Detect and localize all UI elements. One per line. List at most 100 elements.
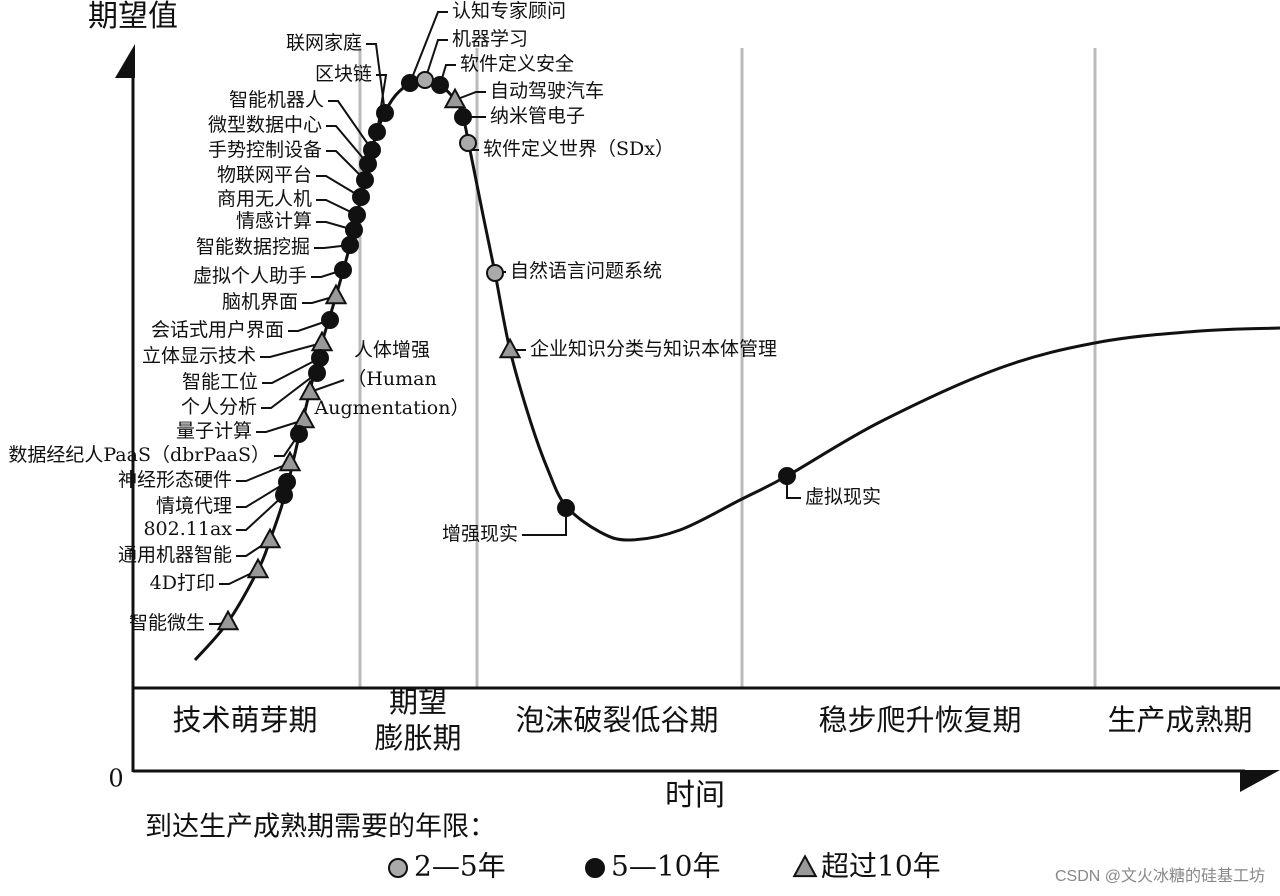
leader-line [326, 150, 366, 181]
marker-black [321, 311, 339, 329]
marker-triangle [216, 609, 240, 631]
tech-label: 物联网平台 [217, 164, 312, 186]
tech-label: 802.11ax [143, 518, 232, 540]
tech-label: 智能机器人 [229, 89, 324, 111]
leader-line [219, 569, 259, 585]
tech-label: 情境代理 [156, 495, 232, 517]
leader-line [256, 419, 305, 433]
tech-label: 量子计算 [176, 420, 252, 442]
tech-label: 立体显示技术 [142, 345, 256, 367]
origin-label: 0 [108, 765, 123, 793]
leader-line [316, 175, 362, 198]
leader-line [376, 74, 388, 133]
tech-label: 虚拟现实 [805, 486, 881, 508]
watermark: CSDN @文火冰糖的硅基工坊 [1055, 867, 1265, 885]
tech-label: 增强现实 [442, 523, 518, 545]
phase-label: 期望 [389, 685, 447, 719]
tech-label: 智能数据挖掘 [196, 236, 310, 258]
tech-label: 脑机界面 [222, 291, 298, 313]
tech-label: 纳米管电子 [490, 105, 585, 127]
leader-line [454, 91, 486, 101]
tech-label: Augmentation） [314, 397, 470, 419]
marker-black [356, 171, 374, 189]
tech-label: 情感计算 [236, 210, 312, 232]
tech-label: 神经形态硬件 [118, 469, 232, 491]
leader-line [366, 43, 386, 114]
phase-label: 技术萌芽期 [172, 703, 317, 737]
tech-label: 联网家庭 [286, 32, 362, 54]
tech-label: 企业知识分类与知识本体管理 [530, 338, 777, 360]
marker-black [585, 858, 605, 878]
x-arrow [1240, 770, 1280, 792]
leader-line [236, 494, 285, 531]
marker-black [557, 499, 575, 517]
y-axis-label: 期望值 [88, 0, 178, 34]
tech-label: 软件定义世界（SDx） [483, 138, 674, 160]
leader-line [409, 11, 448, 84]
marker-triangle [278, 450, 302, 472]
marker-triangle [246, 557, 270, 579]
tech-label: 自然语言问题系统 [510, 260, 662, 282]
tech-label: 认知专家顾问 [452, 0, 566, 22]
marker-black [368, 123, 386, 141]
tech-label: 会话式用户界面 [151, 319, 284, 341]
phase-label: 稳步爬升恢复期 [818, 703, 1021, 737]
tech-label: 区块链 [315, 63, 372, 85]
tech-label: 数据经纪人PaaS（dbrPaaS） [8, 444, 270, 466]
marker-black [341, 236, 359, 254]
tech-label: 通用机器智能 [118, 544, 232, 566]
marker-black [352, 188, 370, 206]
marker-black [454, 108, 472, 126]
legend-title: 到达生产成熟期需要的年限： [145, 812, 496, 843]
tech-label: 人体增强 [354, 339, 430, 361]
phase-label: 生产成熟期 [1107, 703, 1252, 737]
tech-label: 虚拟个人助手 [193, 265, 307, 287]
marker-black [275, 486, 293, 504]
marker-black [401, 74, 419, 92]
tech-label: 智能工位 [182, 371, 258, 393]
marker-triangle [310, 330, 334, 352]
marker-triangle [298, 379, 322, 401]
leader-line [260, 342, 323, 358]
tech-label: （Human [347, 368, 436, 390]
marker-triangle [498, 337, 522, 359]
leader-line [288, 319, 331, 332]
leader-line [424, 39, 448, 81]
marker-triangle [292, 407, 316, 429]
legend-label: 2—5年 [414, 850, 506, 883]
leader-line [261, 372, 318, 409]
marker-black [290, 425, 308, 443]
marker-triangle [792, 854, 818, 878]
phase-label: 泡沫破裂低谷期 [515, 703, 718, 737]
legend-label: 5—10年 [611, 850, 720, 883]
tech-label: 4D打印 [150, 572, 215, 594]
leader-line [316, 221, 355, 231]
marker-black [778, 467, 796, 485]
leader-line [262, 357, 321, 384]
marker-black [308, 364, 326, 382]
marker-gray [388, 858, 408, 878]
marker-gray [416, 71, 434, 89]
leader-line [328, 100, 373, 151]
marker-triangle [324, 283, 348, 305]
leader-line [236, 462, 291, 482]
tech-label: 微型数据中心 [208, 114, 322, 136]
marker-black [359, 155, 377, 173]
tech-label: 软件定义安全 [460, 53, 574, 75]
marker-black [311, 349, 329, 367]
marker-black [334, 261, 352, 279]
phase-label: 膨胀期 [374, 721, 461, 755]
marker-black [348, 206, 366, 224]
marker-triangle [443, 87, 467, 109]
leader-line [236, 481, 288, 508]
tech-label: 自动驾驶汽车 [490, 80, 604, 102]
marker-black [431, 76, 449, 94]
tech-label: 智能微生 [129, 612, 205, 634]
leader-line [316, 199, 358, 216]
marker-gray [486, 264, 504, 282]
marker-gray [459, 134, 477, 152]
tech-label: 手势控制设备 [208, 139, 322, 161]
tech-label: 个人分析 [181, 396, 257, 418]
